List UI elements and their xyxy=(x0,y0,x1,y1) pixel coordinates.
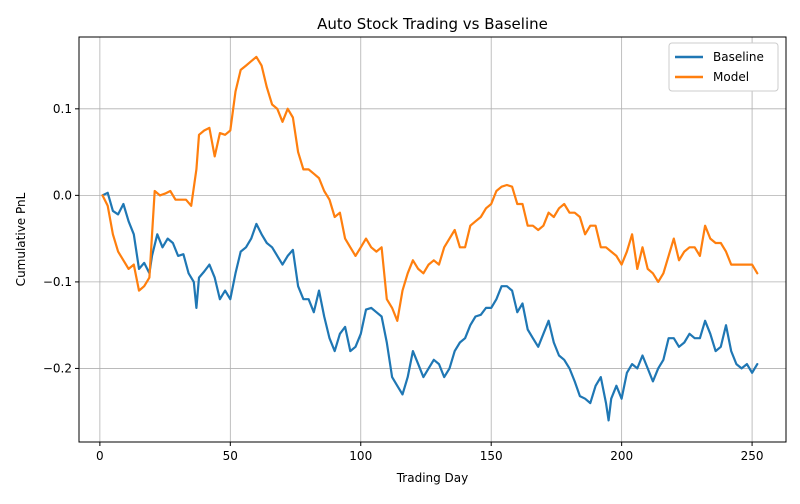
legend-label-baseline: Baseline xyxy=(713,50,764,64)
x-tick-label: 50 xyxy=(223,449,238,463)
legend: Baseline Model xyxy=(668,42,779,92)
x-tick-label: 0 xyxy=(96,449,104,463)
series-lines xyxy=(101,55,759,422)
gridlines xyxy=(79,37,786,442)
series-line-model xyxy=(101,55,759,322)
y-axis-label: Cumulative PnL xyxy=(14,192,28,286)
plot-frame xyxy=(78,36,787,443)
y-tick-label: 0.0 xyxy=(53,188,72,202)
y-tick-label: 0.1 xyxy=(53,102,72,116)
axis-ticks: 0 50 100 150 200 250 −0.2 −0.1 0.0 0.1 xyxy=(43,102,764,463)
x-tick-label: 150 xyxy=(480,449,503,463)
x-tick-label: 250 xyxy=(741,449,764,463)
legend-label-model: Model xyxy=(713,70,749,84)
y-tick-label: −0.2 xyxy=(43,361,72,375)
series-line-baseline xyxy=(101,191,759,422)
chart-title: Auto Stock Trading vs Baseline xyxy=(317,15,548,33)
legend-frame xyxy=(668,42,779,92)
y-tick-label: −0.1 xyxy=(43,275,72,289)
x-tick-label: 200 xyxy=(610,449,633,463)
x-axis-label: Trading Day xyxy=(396,471,469,485)
x-tick-label: 100 xyxy=(349,449,372,463)
